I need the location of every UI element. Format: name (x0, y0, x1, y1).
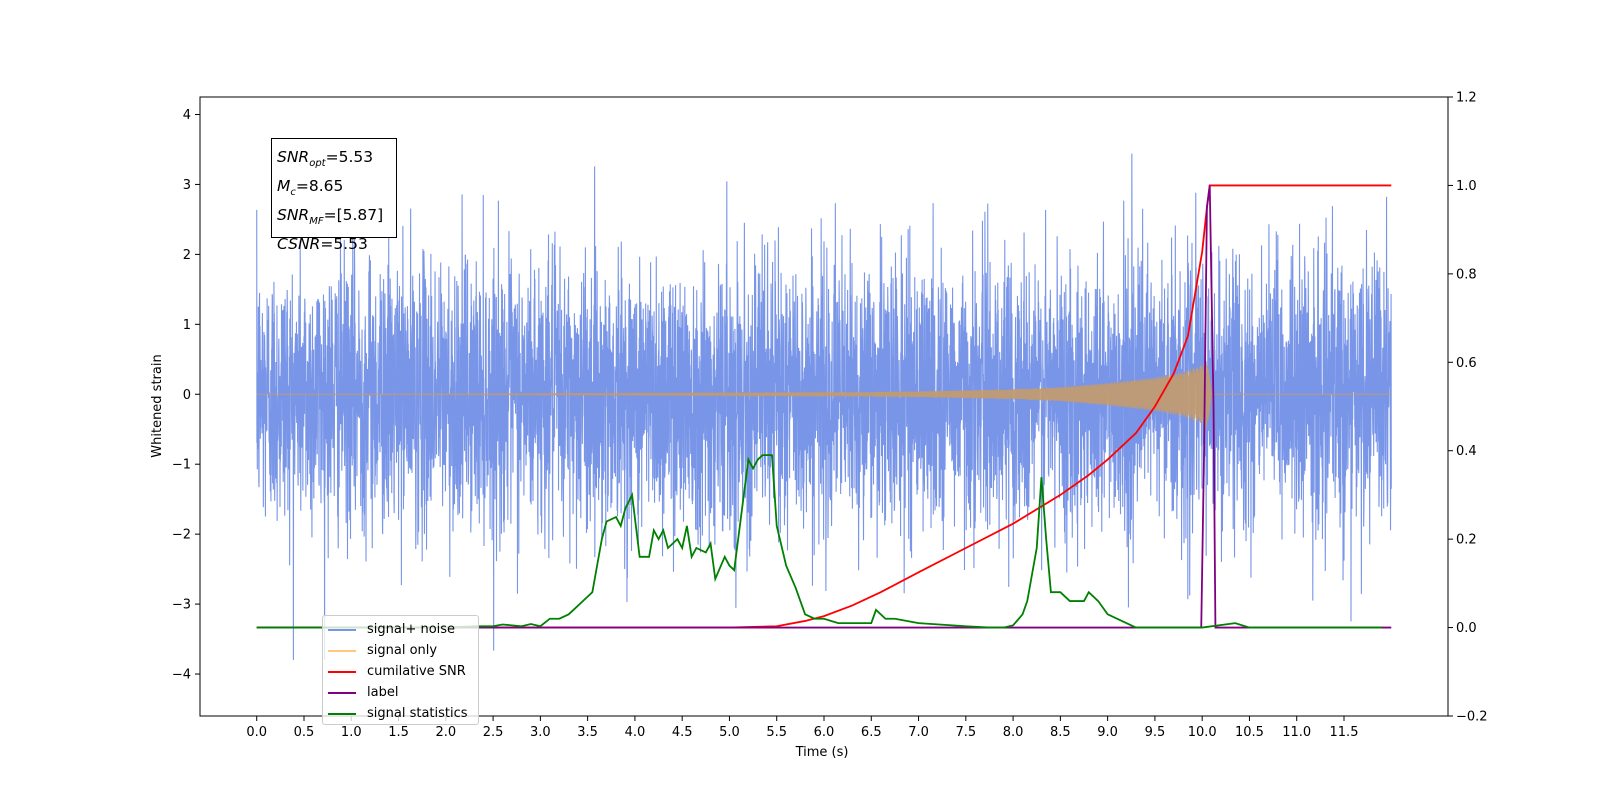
legend-item: signal only (328, 640, 478, 661)
x-tick-label: 8.0 (1003, 725, 1024, 740)
series-signal-noise (256, 153, 1392, 661)
y-tick-label: 2 (183, 248, 191, 263)
y2-tick-label: 0.6 (1456, 356, 1477, 371)
x-tick-label: 6.0 (814, 725, 835, 740)
x-tick-label: 9.0 (1097, 725, 1118, 740)
y2-axis: 1.2 1.0 0.8 0.6 0.4 0.2 0.0 −0.2 (1448, 91, 1488, 725)
y-tick-label: 1 (183, 318, 191, 333)
legend-swatch (328, 649, 356, 652)
x-tick-label: 2.0 (435, 725, 456, 740)
legend-item: signal+ noise (328, 619, 478, 640)
legend-label: cumilative SNR (367, 664, 466, 679)
x-tick-label: 3.5 (577, 725, 598, 740)
legend-item: signal statistics (328, 703, 478, 724)
info-chirp-mass: Mc=8.65 (277, 177, 344, 199)
x-tick-label: 0.0 (246, 725, 267, 740)
y-tick-label: 3 (183, 178, 191, 193)
x-tick-label: 9.5 (1145, 725, 1166, 740)
x-tick-label: 2.5 (483, 725, 504, 740)
y2-tick-label: 0.0 (1456, 621, 1477, 636)
y2-tick-label: 0.4 (1456, 444, 1477, 459)
x-tick-label: 0.5 (294, 725, 315, 740)
x-axis: 0.0 0.5 1.0 1.5 2.0 2.5 3.0 3.5 4.0 4.5 5.0 5.5 6.0 6… (246, 716, 1358, 740)
y-tick-label: 0 (183, 388, 191, 403)
info-snr-mf: SNRMF=[5.87] (277, 206, 384, 228)
y2-tick-label: −0.2 (1456, 710, 1488, 725)
y2-tick-label: 1.0 (1456, 179, 1477, 194)
legend-label: signal only (367, 643, 438, 658)
x-tick-label: 10.0 (1188, 725, 1217, 740)
label-line (256, 185, 1392, 629)
legend-swatch (328, 670, 356, 673)
y-tick-label: −4 (172, 668, 191, 683)
legend-swatch (328, 691, 356, 694)
legend-item: cumilative SNR (328, 661, 478, 682)
x-tick-label: 1.0 (341, 725, 362, 740)
x-tick-label: 7.5 (955, 725, 976, 740)
x-tick-label: 7.0 (908, 725, 929, 740)
x-axis-label: Time (s) (795, 745, 849, 760)
signal-statistics-line (256, 454, 1382, 629)
y2-tick-label: 0.2 (1456, 533, 1477, 548)
series-right-axis (256, 184, 1392, 629)
info-snr-opt: SNRopt=5.53 (277, 148, 374, 170)
x-tick-label: 5.0 (719, 725, 740, 740)
x-tick-label: 6.5 (861, 725, 882, 740)
x-tick-label: 3.0 (530, 725, 551, 740)
legend-item: label (328, 682, 478, 703)
legend-label: label (367, 685, 399, 700)
y-tick-label: −3 (172, 598, 191, 613)
x-tick-label: 4.0 (625, 725, 646, 740)
x-tick-label: 11.0 (1282, 725, 1311, 740)
x-tick-label: 5.5 (766, 725, 787, 740)
info-box: SNRopt=5.53 Mc=8.65 SNRMF=[5.87] CSNR=5.… (271, 138, 397, 253)
x-tick-label: 10.5 (1235, 725, 1264, 740)
signal-only-line (256, 359, 1392, 430)
series-signal-only (256, 359, 1392, 430)
x-tick-label: 1.5 (388, 725, 409, 740)
y-axis-label: Whitened strain (150, 354, 165, 457)
y-tick-label: 4 (183, 108, 191, 123)
info-csnr: CSNR=5.53 (277, 235, 368, 254)
legend-label: signal statistics (367, 706, 468, 721)
y2-tick-label: 1.2 (1456, 91, 1477, 106)
x-tick-label: 11.5 (1330, 725, 1359, 740)
legend-swatch (328, 628, 356, 631)
legend-swatch (328, 712, 356, 715)
x-tick-label: 4.5 (672, 725, 693, 740)
y-axis: 4 3 2 1 0 −1 −2 −3 −4 (172, 108, 200, 683)
y-tick-label: −2 (172, 528, 191, 543)
signal-noise-line (256, 153, 1392, 661)
legend-label: signal+ noise (367, 622, 456, 637)
legend: signal+ noise signal only cumilative SNR… (322, 615, 479, 725)
x-tick-label: 8.5 (1050, 725, 1071, 740)
y2-tick-label: 0.8 (1456, 267, 1477, 282)
y-tick-label: −1 (172, 458, 191, 473)
